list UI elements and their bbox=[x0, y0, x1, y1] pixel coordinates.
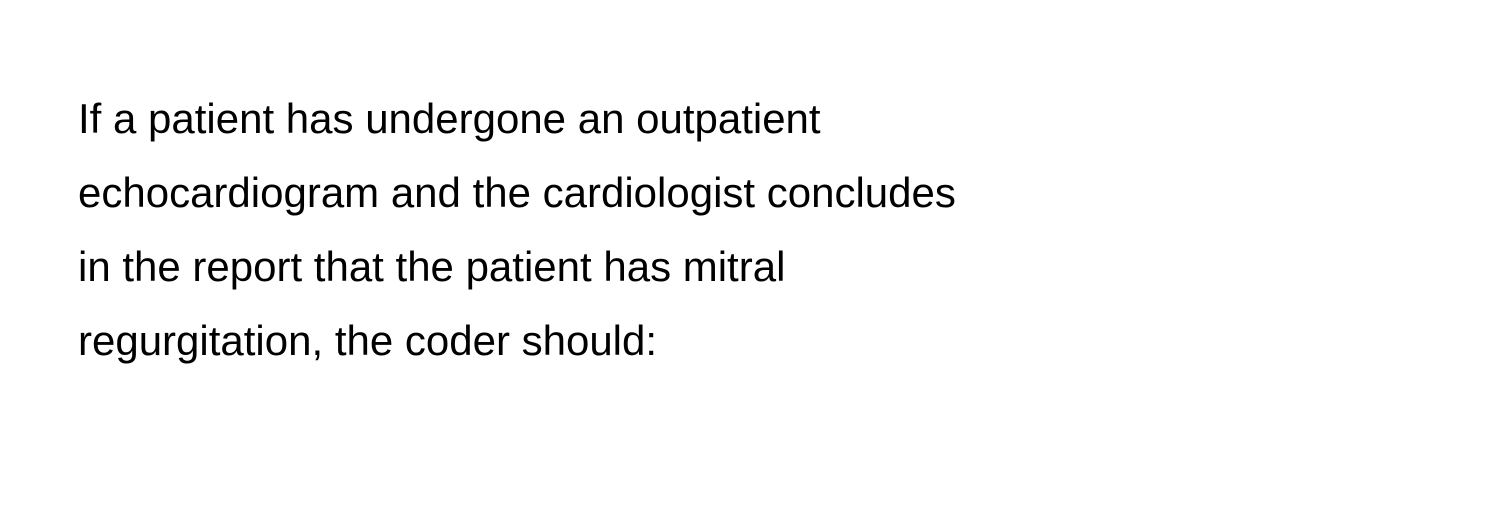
question-text: If a patient has undergone an outpatient… bbox=[78, 82, 980, 378]
question-container: If a patient has undergone an outpatient… bbox=[0, 0, 1080, 378]
